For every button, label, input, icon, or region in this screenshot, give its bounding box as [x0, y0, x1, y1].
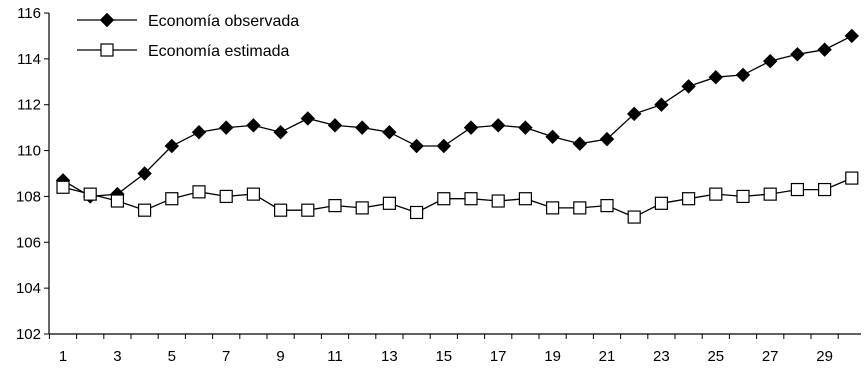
series-1-point [735, 67, 751, 83]
x-tick-label: 11 [327, 348, 343, 365]
series-2-point [138, 203, 152, 217]
x-tick-label: 13 [381, 348, 398, 365]
series-2-point [328, 199, 342, 213]
series-2-point [83, 187, 97, 201]
x-tick-label: 23 [653, 348, 670, 365]
y-tick-label: 106 [16, 234, 41, 251]
y-tick-label: 116 [17, 5, 41, 22]
x-tick-label: 21 [599, 348, 616, 365]
series-2-point [246, 187, 260, 201]
x-tick-label: 1 [59, 348, 67, 365]
legend-label-1: Economía observada [148, 13, 299, 30]
x-tick-label: 25 [707, 348, 724, 365]
y-tick-label: 104 [16, 280, 41, 297]
x-tick-label: 29 [816, 348, 833, 365]
x-tick-label: 3 [113, 348, 121, 365]
series-1-point [626, 106, 642, 122]
series-2-point [573, 201, 587, 215]
series-2-point [709, 187, 723, 201]
series-2-point [845, 171, 859, 185]
series-1-point [490, 118, 506, 133]
series-1-point [708, 69, 724, 85]
y-tick-label: 102 [16, 326, 41, 343]
x-tick-label: 15 [435, 348, 452, 365]
series-1-point [164, 138, 180, 154]
series-1-point [545, 129, 560, 145]
series-2-point [410, 205, 424, 220]
x-tick-label: 7 [222, 348, 230, 365]
series-1-point [354, 120, 370, 135]
series-1-point [300, 111, 316, 126]
series-2-point [437, 192, 451, 206]
series-1-point [654, 97, 669, 112]
y-tick-label: 110 [17, 143, 41, 160]
series-1-point [463, 120, 479, 135]
series-1-point [681, 79, 696, 94]
series-2-point [464, 192, 478, 206]
series-1-point [327, 118, 343, 133]
series-1-point [246, 118, 261, 133]
series-2-point [355, 201, 369, 215]
series-2-point [627, 210, 641, 224]
x-tick-label: 27 [762, 348, 779, 365]
series-1-point [518, 120, 533, 135]
series-2-point [192, 185, 206, 199]
series-1-point [191, 125, 207, 140]
y-tick-label: 108 [16, 188, 41, 205]
legend-marker-diamond [99, 12, 115, 28]
series-2-point [681, 192, 696, 206]
series-1-point [382, 125, 397, 140]
series-2-point [382, 196, 396, 210]
series-1-point [572, 136, 588, 151]
x-tick-label: 17 [490, 348, 507, 365]
series-line-2 [62, 177, 853, 218]
series-2-point [817, 182, 832, 197]
x-tick-label: 5 [168, 348, 176, 365]
series-2-point [545, 201, 560, 215]
series-1-point [817, 42, 832, 57]
y-tick-label: 112 [17, 97, 41, 114]
legend-marker-square [100, 43, 114, 57]
series-1-point [409, 138, 424, 154]
y-tick-label: 114 [17, 51, 41, 68]
series-2-point [518, 192, 533, 206]
series-1-point [137, 166, 152, 181]
series-2-point [110, 194, 125, 208]
series-2-point [56, 180, 70, 194]
series-1-point [218, 120, 234, 135]
series-2-point [491, 194, 505, 208]
series-1-point [844, 28, 860, 44]
series-2-point [654, 196, 669, 210]
series-1-point [436, 138, 452, 154]
x-tick-label: 9 [276, 348, 284, 365]
series-1-point [790, 47, 805, 62]
series-2-point [165, 192, 179, 206]
x-tick-label: 19 [544, 348, 561, 365]
series-2-point [219, 189, 233, 204]
series-2-point [301, 203, 315, 217]
series-1-point [599, 131, 615, 147]
series-2-point [736, 189, 750, 204]
series-2-point [790, 182, 805, 197]
series-1-point [762, 53, 778, 69]
series-2-point [600, 199, 614, 213]
series-1-point [273, 125, 288, 140]
series-2-point [274, 203, 288, 217]
series-2-point [763, 187, 777, 201]
legend-label-2: Economía estimada [148, 43, 290, 60]
